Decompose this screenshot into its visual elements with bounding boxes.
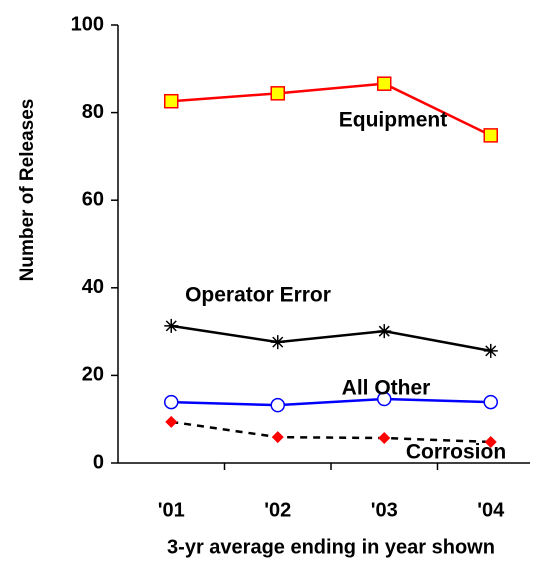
y-tick-label: 80	[82, 101, 104, 123]
y-axis-title: Number of Releases	[17, 99, 38, 282]
marker	[270, 86, 285, 101]
x-tick-label: '01	[158, 499, 185, 521]
series-line	[171, 324, 491, 353]
marker	[378, 432, 391, 445]
x-tick-label: '02	[264, 499, 291, 521]
marker	[377, 324, 392, 339]
y-tick-label: 40	[82, 276, 104, 298]
marker	[483, 343, 498, 358]
series-label: Operator Error	[185, 284, 331, 307]
marker	[377, 76, 392, 91]
x-tick-label: '04	[477, 499, 505, 521]
marker	[377, 391, 392, 407]
y-tick-label: 20	[82, 364, 104, 386]
marker	[164, 394, 179, 410]
marker	[484, 435, 497, 448]
marker	[164, 318, 179, 333]
marker	[270, 397, 285, 413]
x-axis-title: 3-yr average ending in year shown	[167, 536, 495, 558]
y-tick-label: 60	[82, 188, 104, 210]
marker	[483, 394, 498, 410]
x-tick-label: '03	[371, 499, 398, 521]
series-label: All Other	[342, 377, 431, 400]
series-line	[171, 82, 492, 137]
marker	[165, 415, 178, 428]
marker	[271, 431, 284, 444]
y-tick-label: 100	[71, 13, 104, 35]
series-line	[171, 397, 491, 407]
series-label: Equipment	[339, 109, 448, 132]
marker	[270, 335, 285, 350]
marker	[164, 93, 179, 109]
series-line	[171, 420, 491, 444]
series-label: Corrosion	[406, 441, 506, 464]
y-tick-label: 0	[93, 451, 104, 473]
marker	[483, 128, 498, 143]
